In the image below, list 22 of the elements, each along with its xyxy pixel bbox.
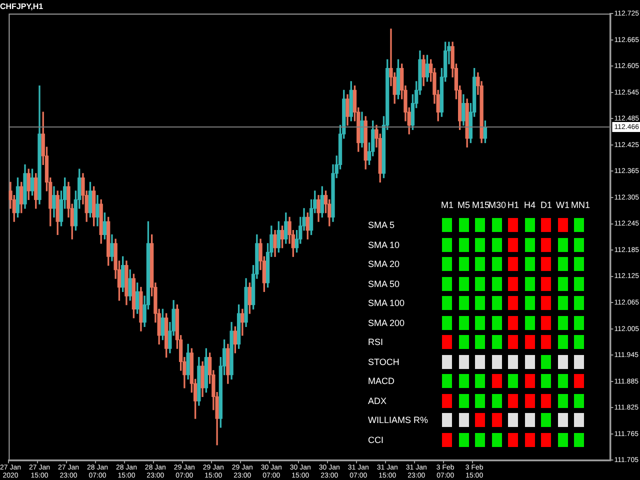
category-label: SMA 5 — [368, 220, 395, 230]
category-label: M30 — [488, 200, 506, 210]
category-label: WILLIAMS R% — [368, 415, 428, 425]
category-label: M1 — [440, 200, 454, 210]
category-label: CCI — [368, 434, 384, 444]
category-label: SMA 200 — [368, 318, 405, 328]
category-label: SMA 20 — [368, 259, 400, 269]
category-label: M5 — [456, 200, 471, 210]
category-label: SMA 50 — [368, 278, 400, 288]
category-label: STOCH — [368, 356, 400, 366]
category-label: H4 — [522, 200, 536, 210]
category-label: M15 — [472, 200, 490, 210]
category-label: SMA 100 — [368, 298, 405, 308]
category-label: MACD — [368, 376, 394, 386]
category-label: W1 — [555, 200, 570, 210]
category-label: RSI — [368, 337, 384, 347]
chart-title: CHFJPY,H1 — [0, 2, 44, 12]
category-label: D1 — [539, 200, 553, 210]
category-label: ADX — [368, 396, 387, 406]
category-label: H1 — [506, 200, 520, 210]
category-label: MN1 — [571, 200, 590, 210]
category-label: SMA 10 — [368, 240, 400, 250]
